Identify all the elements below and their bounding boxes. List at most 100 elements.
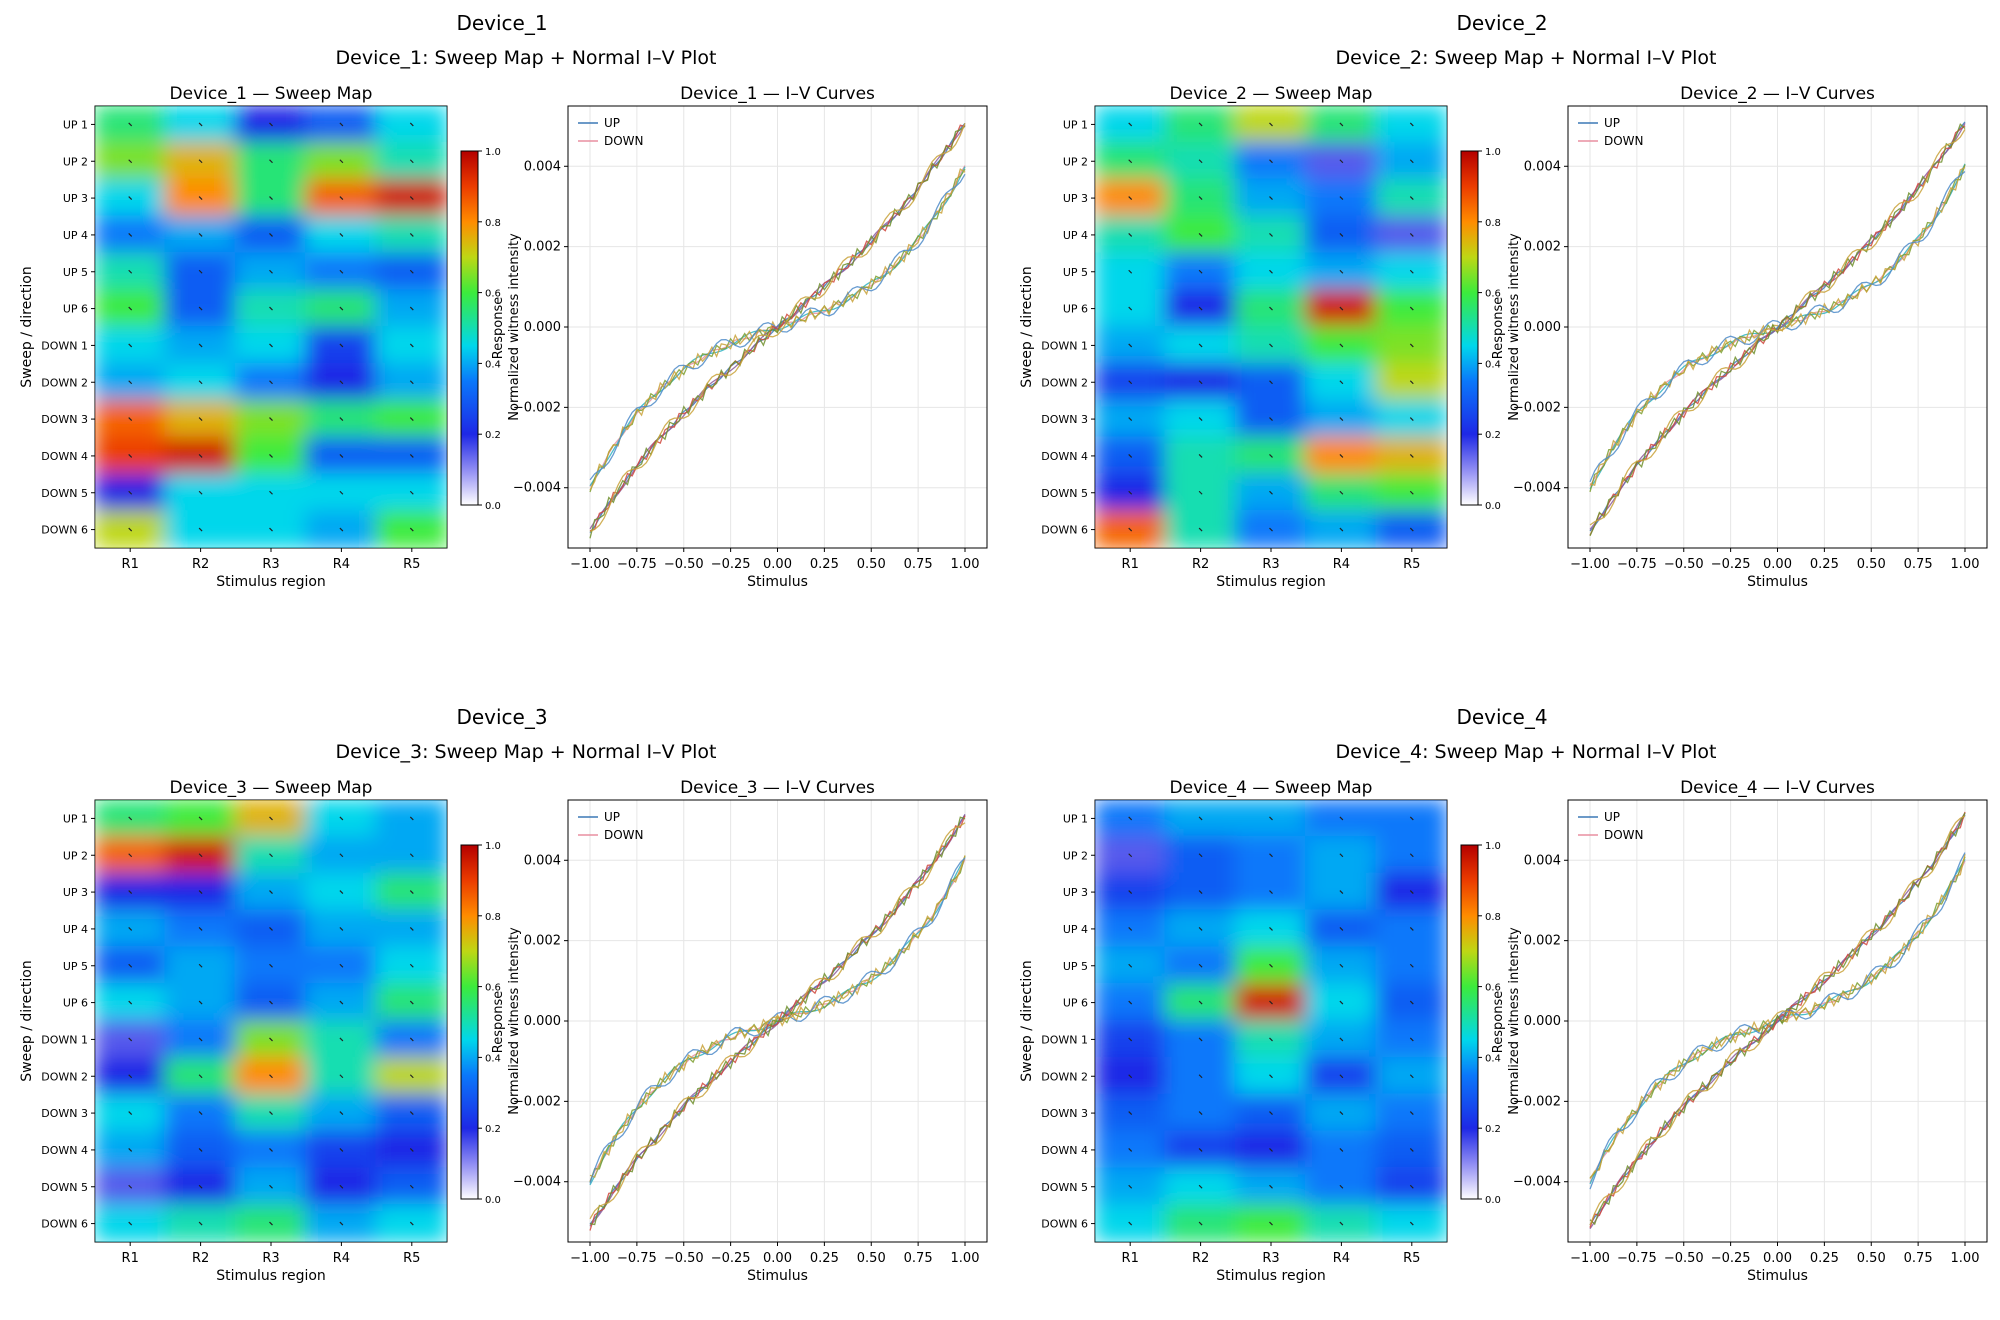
iv-xtick-label: 0.75 bbox=[1904, 557, 1933, 572]
sample-marker bbox=[1339, 380, 1344, 385]
device-subtitle: Device_4: Sweep Map + Normal I–V Plot bbox=[1336, 741, 1717, 763]
heatmap-xtick-label: R3 bbox=[262, 557, 279, 572]
sample-marker bbox=[128, 1184, 133, 1189]
sample-marker bbox=[198, 890, 203, 895]
heatmap-ytick-label: UP 3 bbox=[63, 192, 88, 205]
heatmap-ytick-label: UP 3 bbox=[1063, 886, 1088, 899]
iv-legend: UP DOWN bbox=[578, 810, 644, 842]
colorbar-tick-label: 1.0 bbox=[485, 841, 501, 852]
sample-marker bbox=[1198, 1184, 1203, 1189]
sample-marker bbox=[1409, 1037, 1414, 1042]
sample-marker bbox=[198, 1111, 203, 1116]
sample-marker bbox=[269, 963, 273, 968]
sample-marker bbox=[128, 1074, 133, 1079]
heatmap-ytick-label: UP 2 bbox=[1063, 849, 1088, 862]
sample-marker bbox=[128, 1221, 133, 1226]
sample-marker bbox=[128, 1147, 133, 1152]
sample-marker bbox=[339, 853, 344, 858]
sample-marker bbox=[1198, 1037, 1203, 1042]
heatmap-ytick-label: DOWN 5 bbox=[41, 1181, 88, 1194]
sample-marker bbox=[1409, 380, 1414, 385]
heatmap-ylabel: Sweep / direction bbox=[19, 266, 35, 387]
heatmap-ytick-label: DOWN 5 bbox=[1041, 1181, 1088, 1194]
heatmap-cell bbox=[375, 106, 447, 144]
sample-marker bbox=[1128, 417, 1133, 422]
legend-label-up: UP bbox=[604, 810, 620, 824]
iv-xtick-label: −1.00 bbox=[570, 1251, 610, 1266]
sample-marker bbox=[128, 232, 133, 237]
iv-xtick-label: −1.00 bbox=[1570, 557, 1610, 572]
sample-marker bbox=[269, 1184, 273, 1189]
sample-marker bbox=[269, 1074, 273, 1079]
iv-xtick-label: 0.50 bbox=[857, 1251, 886, 1266]
heatmap-ytick-label: UP 4 bbox=[1063, 229, 1088, 242]
device-title: Device_4 bbox=[1456, 705, 1547, 729]
sample-marker bbox=[1269, 1074, 1273, 1079]
sample-marker bbox=[128, 890, 133, 895]
colorbar-label: Response bbox=[491, 991, 506, 1053]
heatmap-ytick-label: UP 5 bbox=[1063, 960, 1088, 973]
sample-marker bbox=[1198, 490, 1203, 495]
sample-marker bbox=[1128, 1147, 1133, 1152]
heatmap-ytick-label: DOWN 4 bbox=[1041, 1144, 1088, 1157]
device-panel: Device_2 Device_2: Sweep Map + Normal I–V… bbox=[1019, 11, 1988, 590]
colorbar-tick-label: 0.0 bbox=[1485, 501, 1501, 512]
sample-marker bbox=[128, 159, 133, 164]
sample-marker bbox=[1128, 1184, 1133, 1189]
sample-marker bbox=[409, 890, 414, 895]
iv-ytick-label: 0.004 bbox=[1524, 853, 1561, 868]
heatmap-xtick-label: R1 bbox=[122, 1251, 139, 1266]
sample-marker bbox=[1339, 122, 1344, 127]
sample-marker bbox=[1339, 196, 1344, 201]
sample-marker bbox=[1128, 963, 1133, 968]
sample-marker bbox=[128, 816, 133, 821]
heatmap-ytick-label: DOWN 1 bbox=[1041, 339, 1088, 352]
iv-xtick-label: −0.50 bbox=[1664, 1251, 1704, 1266]
heatmap-xtick-label: R4 bbox=[333, 557, 350, 572]
heatmap-ytick-label: UP 1 bbox=[1063, 118, 1088, 131]
iv-legend: UP DOWN bbox=[1578, 810, 1644, 842]
heatmap-xtick-label: R5 bbox=[403, 1251, 420, 1266]
iv-ylabel: Normalized witness intensity bbox=[1507, 927, 1522, 1115]
sample-marker bbox=[1409, 269, 1414, 274]
iv-title: Device_1 — I–V Curves bbox=[680, 84, 875, 104]
sample-marker bbox=[1409, 417, 1414, 422]
iv-xtick-label: 1.00 bbox=[1951, 557, 1980, 572]
sample-marker bbox=[1269, 196, 1273, 201]
heatmap-ytick-label: DOWN 5 bbox=[41, 487, 88, 500]
sample-marker bbox=[1269, 417, 1273, 422]
up-curve bbox=[1589, 121, 1966, 532]
sample-marker bbox=[339, 269, 344, 274]
sample-marker bbox=[198, 122, 203, 127]
heatmap-xtick-label: R2 bbox=[192, 557, 209, 572]
sample-marker bbox=[269, 926, 273, 931]
sample-marker bbox=[409, 1221, 414, 1226]
sample-marker bbox=[1128, 159, 1133, 164]
down-curve bbox=[1589, 164, 1966, 493]
sample-marker bbox=[1339, 816, 1344, 821]
sample-marker bbox=[409, 1111, 414, 1116]
sample-marker bbox=[198, 417, 203, 422]
iv-ytick-label: 0.002 bbox=[524, 240, 561, 255]
sample-marker bbox=[1198, 890, 1203, 895]
sample-marker bbox=[1128, 1221, 1133, 1226]
sample-marker bbox=[1339, 890, 1344, 895]
sample-marker bbox=[1409, 122, 1414, 127]
sample-marker bbox=[1269, 490, 1273, 495]
heatmap-ytick-label: DOWN 1 bbox=[41, 1033, 88, 1046]
heatmap-xtick-label: R4 bbox=[333, 1251, 350, 1266]
sample-marker bbox=[339, 963, 344, 968]
iv-ytick-label: −0.002 bbox=[513, 1094, 561, 1109]
sample-marker bbox=[198, 926, 203, 931]
sample-marker bbox=[1198, 196, 1203, 201]
sample-marker bbox=[128, 122, 133, 127]
colorbar-label: Response bbox=[1491, 991, 1506, 1053]
sample-marker bbox=[1269, 1111, 1273, 1116]
up-curve bbox=[589, 822, 966, 1220]
heatmap-ytick-label: DOWN 2 bbox=[41, 1070, 88, 1083]
sample-marker bbox=[409, 816, 414, 821]
sample-marker bbox=[1269, 926, 1273, 931]
sample-marker bbox=[1198, 527, 1203, 532]
iv-ytick-label: 0.000 bbox=[1524, 320, 1561, 335]
heatmap-title: Device_4 — Sweep Map bbox=[1170, 778, 1373, 798]
